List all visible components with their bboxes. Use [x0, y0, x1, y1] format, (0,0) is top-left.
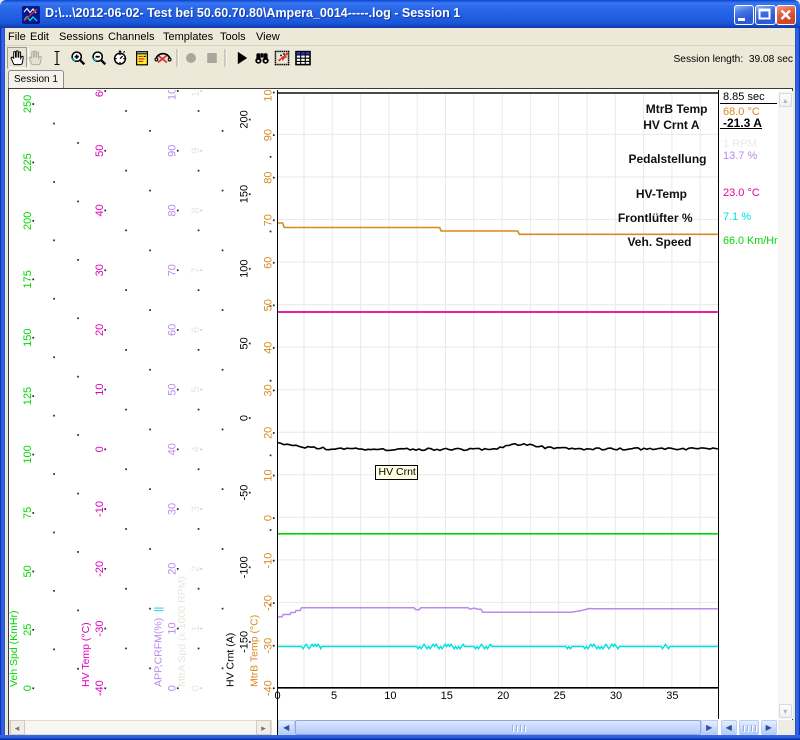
svg-text:60: 60: [94, 90, 106, 97]
svg-text:150: 150: [22, 329, 34, 347]
svg-text:0: 0: [239, 415, 251, 421]
svg-text:100: 100: [22, 445, 34, 463]
svg-text:250: 250: [22, 95, 34, 113]
svg-text:8: 8: [190, 207, 202, 213]
svg-text:100: 100: [239, 260, 251, 278]
svg-text:225: 225: [22, 153, 34, 171]
svg-text:-10: -10: [263, 553, 275, 569]
svg-text:30: 30: [94, 264, 106, 276]
svg-text:-20: -20: [94, 561, 106, 577]
svg-text:-30: -30: [263, 638, 275, 654]
svg-text:9: 9: [190, 148, 202, 154]
svg-text:10: 10: [167, 622, 179, 634]
svg-text:HV Crnt (A): HV Crnt (A): [225, 633, 237, 687]
svg-text:MtrA Spd (x 1000 RPM): MtrA Spd (x 1000 RPM): [176, 576, 188, 687]
svg-text:-30: -30: [94, 621, 106, 637]
svg-text:-40: -40: [94, 680, 106, 696]
svg-text:HV Temp (°C): HV Temp (°C): [80, 622, 92, 687]
svg-text:70: 70: [263, 214, 275, 226]
svg-text:-20: -20: [263, 595, 275, 611]
svg-text:80: 80: [263, 171, 275, 183]
svg-text:-10: -10: [94, 501, 106, 517]
svg-text:50: 50: [263, 299, 275, 311]
svg-text:APP,CRFM(%): APP,CRFM(%): [153, 618, 165, 687]
svg-text:125: 125: [22, 387, 34, 405]
svg-text:30: 30: [167, 503, 179, 515]
svg-text:30: 30: [263, 384, 275, 396]
svg-text:150: 150: [239, 185, 251, 203]
svg-text:100: 100: [263, 90, 275, 102]
svg-text:0: 0: [167, 685, 179, 691]
svg-text:20: 20: [94, 324, 106, 336]
svg-text:20: 20: [263, 427, 275, 439]
svg-text:90: 90: [263, 129, 275, 141]
svg-text:80: 80: [167, 204, 179, 216]
svg-text:0: 0: [94, 446, 106, 452]
svg-text:200: 200: [239, 110, 251, 128]
svg-text:0: 0: [22, 685, 34, 691]
svg-text:4: 4: [190, 446, 202, 452]
svg-text:2: 2: [190, 566, 202, 572]
svg-text:50: 50: [167, 383, 179, 395]
svg-text:100: 100: [167, 90, 179, 100]
svg-text:90: 90: [167, 145, 179, 157]
svg-text:Veh Spd (KmHr): Veh Spd (KmHr): [8, 611, 20, 687]
svg-text:6: 6: [190, 327, 202, 333]
svg-text:-100: -100: [239, 556, 251, 578]
svg-text:0: 0: [190, 685, 202, 691]
svg-text:20: 20: [167, 563, 179, 575]
svg-text:70: 70: [167, 264, 179, 276]
svg-text:-150: -150: [239, 631, 251, 653]
svg-text:-40: -40: [263, 680, 275, 696]
svg-text:50: 50: [22, 565, 34, 577]
svg-text:1: 1: [190, 625, 202, 631]
svg-text:40: 40: [94, 204, 106, 216]
svg-text:175: 175: [22, 270, 34, 288]
svg-text:50: 50: [239, 337, 251, 349]
svg-text:200: 200: [22, 212, 34, 230]
svg-text:0: 0: [263, 515, 275, 521]
svg-text:5: 5: [190, 387, 202, 393]
svg-text:40: 40: [263, 342, 275, 354]
svg-text:10: 10: [190, 90, 202, 97]
svg-text:-50: -50: [239, 485, 251, 501]
svg-text:3: 3: [190, 506, 202, 512]
svg-text:60: 60: [167, 324, 179, 336]
svg-text:||: ||: [154, 607, 165, 612]
svg-text:25: 25: [22, 624, 34, 636]
svg-text:50: 50: [94, 145, 106, 157]
svg-text:40: 40: [167, 443, 179, 455]
svg-text:7: 7: [190, 267, 202, 273]
svg-text:75: 75: [22, 507, 34, 519]
svg-text:MtrB Temp (°C): MtrB Temp (°C): [249, 615, 261, 687]
svg-text:10: 10: [94, 383, 106, 395]
svg-text:10: 10: [263, 469, 275, 481]
svg-text:60: 60: [263, 257, 275, 269]
